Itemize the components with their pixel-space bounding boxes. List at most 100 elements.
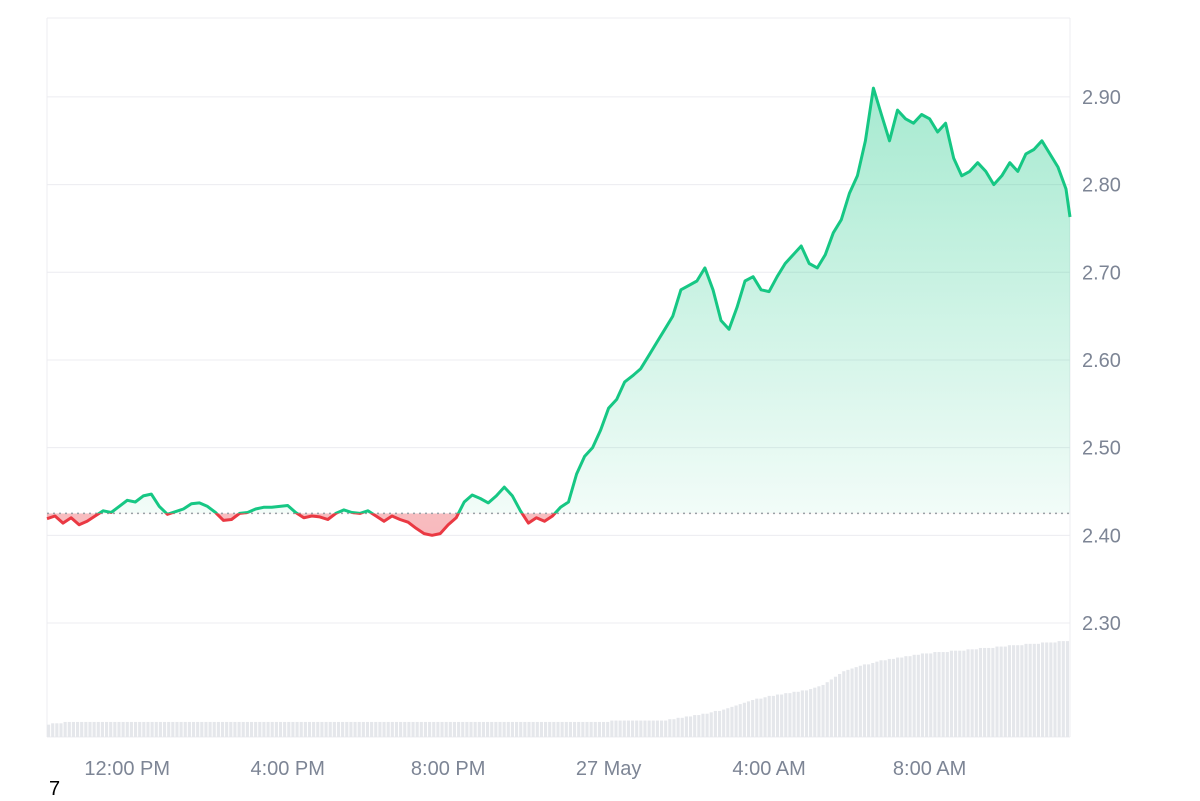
volume-bars bbox=[47, 641, 1069, 737]
volume-bar bbox=[1036, 643, 1041, 737]
volume-bar bbox=[759, 698, 763, 737]
volume-bar bbox=[357, 721, 361, 737]
volume-bar bbox=[912, 654, 916, 737]
volume-bar bbox=[490, 721, 494, 737]
volume-bar bbox=[237, 721, 241, 737]
volume-bar bbox=[55, 723, 59, 737]
volume-bar bbox=[995, 646, 999, 737]
volume-bar bbox=[672, 719, 676, 737]
volume-bar bbox=[916, 654, 920, 737]
volume-bar bbox=[809, 689, 813, 737]
volume-bar bbox=[113, 721, 117, 737]
volume-bar bbox=[158, 721, 162, 737]
volume-bar bbox=[370, 721, 374, 737]
y-tick-label: 2.90 bbox=[1082, 87, 1121, 109]
volume-bar bbox=[751, 700, 755, 737]
volume-bar bbox=[556, 721, 560, 737]
y-axis: 2.30 2.40 2.50 2.60 2.70 2.80 2.90 bbox=[1082, 87, 1121, 635]
volume-bar bbox=[96, 721, 100, 737]
volume-bar bbox=[452, 721, 457, 737]
volume-bar bbox=[1065, 641, 1069, 737]
volume-bar bbox=[954, 650, 958, 737]
volume-bar bbox=[817, 686, 821, 737]
volume-bar bbox=[527, 721, 531, 737]
volume-bar bbox=[200, 721, 204, 737]
volume-bar bbox=[800, 690, 804, 737]
volume-bar bbox=[784, 693, 788, 737]
volume-bar bbox=[1007, 645, 1012, 737]
volume-bar bbox=[399, 721, 403, 737]
volume-bar bbox=[196, 721, 200, 737]
volume-bar bbox=[365, 721, 370, 737]
volume-bar bbox=[320, 721, 324, 737]
volume-bar bbox=[601, 721, 606, 737]
volume-bar bbox=[262, 721, 266, 737]
volume-bar bbox=[544, 721, 548, 737]
volume-bar bbox=[589, 721, 593, 737]
volume-bar bbox=[1041, 642, 1045, 737]
volume-bar bbox=[47, 724, 51, 737]
volume-bar bbox=[283, 721, 287, 737]
volume-bar bbox=[486, 721, 490, 737]
volume-bar bbox=[80, 721, 84, 737]
volume-bar bbox=[519, 721, 523, 737]
volume-bar bbox=[374, 721, 378, 737]
volume-bar bbox=[854, 667, 858, 737]
volume-bar bbox=[742, 702, 746, 737]
volume-bar bbox=[336, 721, 341, 737]
volume-bar bbox=[212, 721, 216, 737]
volume-bar bbox=[291, 721, 295, 737]
volume-bar bbox=[150, 721, 154, 737]
volume-bar bbox=[929, 653, 933, 737]
volume-bar bbox=[825, 682, 829, 737]
volume-bar bbox=[407, 721, 411, 737]
volume-bar bbox=[328, 721, 332, 737]
volume-bar bbox=[585, 721, 589, 737]
volume-bar bbox=[428, 721, 432, 737]
volume-bar bbox=[394, 721, 399, 737]
volume-bar bbox=[59, 723, 63, 737]
volume-bar bbox=[900, 657, 904, 737]
volume-bar bbox=[494, 721, 498, 737]
volume-bar bbox=[104, 721, 109, 737]
volume-bar bbox=[477, 721, 481, 737]
volume-bar bbox=[780, 694, 784, 737]
volume-bar bbox=[842, 671, 846, 737]
volume-bar bbox=[1032, 643, 1036, 737]
volume-bar bbox=[515, 721, 519, 737]
volume-bar bbox=[208, 721, 212, 737]
volume-bar bbox=[121, 721, 125, 737]
volume-bar bbox=[755, 698, 759, 737]
volume-bar bbox=[920, 653, 925, 737]
volume-bar bbox=[278, 721, 283, 737]
volume-bar bbox=[390, 721, 394, 737]
volume-bar bbox=[461, 721, 465, 737]
volume-bar bbox=[680, 717, 684, 737]
volume-bar bbox=[133, 721, 138, 737]
volume-bar bbox=[75, 721, 80, 737]
volume-bar bbox=[386, 721, 390, 737]
volume-bar bbox=[858, 665, 862, 737]
price-line-up bbox=[96, 86, 1072, 514]
volume-bar bbox=[539, 721, 544, 737]
volume-bar bbox=[378, 721, 382, 737]
volume-bar bbox=[175, 721, 179, 737]
volume-bar bbox=[216, 721, 220, 737]
volume-bar bbox=[316, 721, 320, 737]
volume-bar bbox=[307, 721, 312, 737]
volume-bar bbox=[991, 647, 995, 737]
volume-bar bbox=[643, 720, 647, 737]
volume-bar bbox=[1049, 642, 1053, 737]
volume-bar bbox=[535, 721, 539, 737]
volume-bar bbox=[908, 656, 912, 737]
volume-bar bbox=[353, 721, 357, 737]
volume-bar bbox=[775, 694, 780, 737]
volume-bar bbox=[274, 721, 278, 737]
volume-bar bbox=[287, 721, 291, 737]
volume-bar bbox=[568, 721, 572, 737]
volume-bar bbox=[299, 721, 303, 737]
volume-bar bbox=[846, 669, 850, 737]
volume-bar bbox=[875, 661, 879, 737]
volume-bar bbox=[850, 668, 854, 737]
